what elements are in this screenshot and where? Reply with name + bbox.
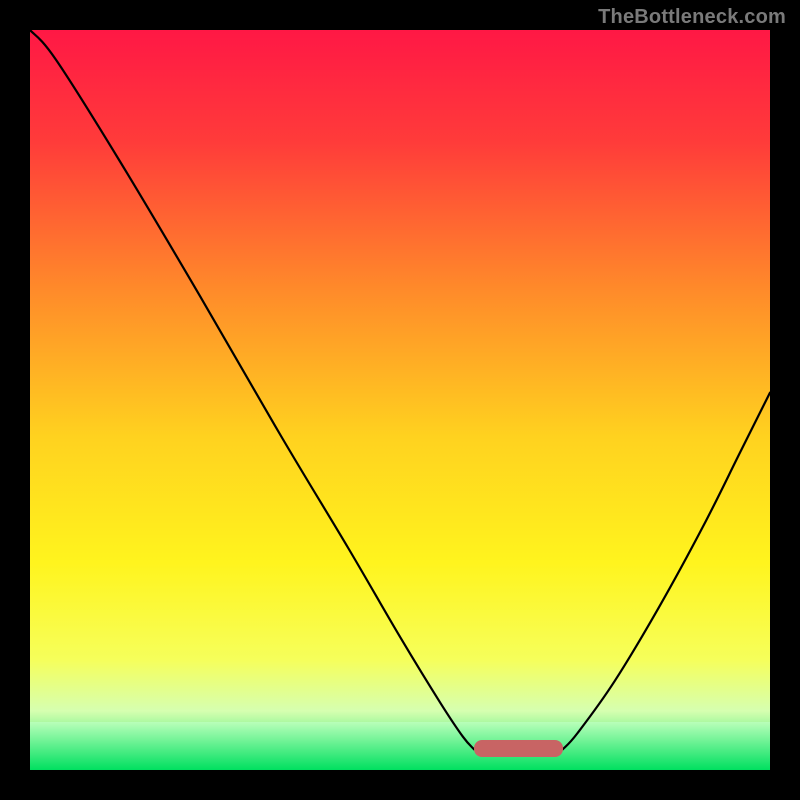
plot-area xyxy=(30,30,770,770)
frame-border-right xyxy=(770,0,800,800)
watermark-text: TheBottleneck.com xyxy=(598,6,786,29)
frame-border-bottom xyxy=(0,770,800,800)
curve-right xyxy=(563,393,770,750)
valley-marker xyxy=(474,740,563,756)
frame-border-left xyxy=(0,0,30,800)
curve-left xyxy=(30,30,474,749)
bottleneck-curves xyxy=(30,30,770,770)
